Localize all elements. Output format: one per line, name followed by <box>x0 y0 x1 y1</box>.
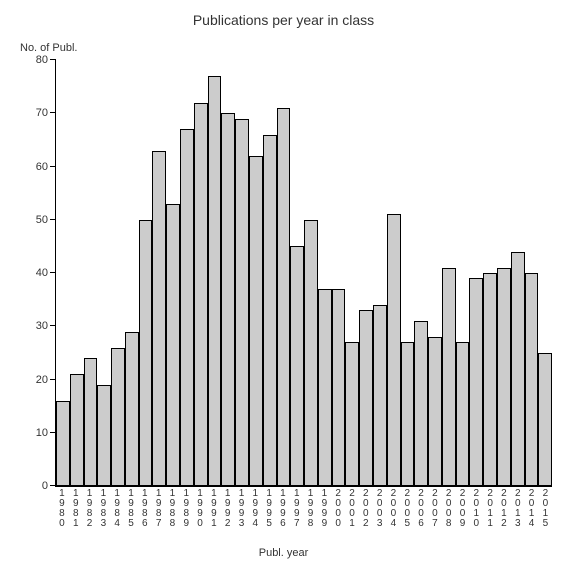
x-tick-label: 1994 <box>248 489 262 537</box>
bar <box>387 214 401 486</box>
y-tick <box>50 485 56 486</box>
bar <box>249 156 263 486</box>
y-tick <box>50 325 56 326</box>
x-tick-label: 1990 <box>193 489 207 537</box>
y-tick-label: 50 <box>36 214 48 226</box>
y-tick-label: 60 <box>36 161 48 173</box>
y-tick-label: 10 <box>36 427 48 439</box>
y-tick <box>50 379 56 380</box>
x-tick-label: 1982 <box>83 489 97 537</box>
x-tick-label: 2012 <box>497 489 511 537</box>
x-tick-label: 1998 <box>304 489 318 537</box>
x-tick-label: 2008 <box>442 489 456 537</box>
y-tick <box>50 112 56 113</box>
bar <box>180 129 194 486</box>
bar <box>125 332 139 486</box>
y-tick-label: 70 <box>36 107 48 119</box>
x-tick-label: 2005 <box>400 489 414 537</box>
x-tick-label: 1989 <box>179 489 193 537</box>
chart-title: Publications per year in class <box>0 12 567 28</box>
bar <box>428 337 442 486</box>
x-tick-label: 2013 <box>511 489 525 537</box>
chart-container: Publications per year in class No. of Pu… <box>0 0 567 567</box>
bar <box>97 385 111 486</box>
x-tick-label: 2010 <box>469 489 483 537</box>
bar <box>139 220 153 486</box>
bar <box>277 108 291 486</box>
x-tick-label: 2004 <box>387 489 401 537</box>
bar <box>414 321 428 486</box>
x-tick-label: 2000 <box>331 489 345 537</box>
bar <box>290 246 304 486</box>
bar <box>442 268 456 486</box>
x-tick-label: 1984 <box>110 489 124 537</box>
bar <box>511 252 525 486</box>
y-tick-label: 40 <box>36 267 48 279</box>
bar <box>152 151 166 486</box>
bar <box>359 310 373 486</box>
x-tick-label: 2006 <box>414 489 428 537</box>
x-tick-label: 1988 <box>166 489 180 537</box>
bars-wrap <box>56 60 552 486</box>
y-tick-label: 80 <box>36 54 48 66</box>
bar <box>70 374 84 486</box>
bar <box>345 342 359 486</box>
y-tick <box>50 59 56 60</box>
bar <box>538 353 552 486</box>
x-tick-label: 1986 <box>138 489 152 537</box>
bar <box>373 305 387 486</box>
x-tick-label: 1995 <box>262 489 276 537</box>
x-tick-label: 1999 <box>317 489 331 537</box>
bar <box>469 278 483 486</box>
bar <box>263 135 277 486</box>
bar <box>221 113 235 486</box>
x-tick-label: 1983 <box>96 489 110 537</box>
x-tick-label: 2001 <box>345 489 359 537</box>
x-tick-label: 2003 <box>373 489 387 537</box>
x-tick-labels: 1980198119821983198419851986198719881989… <box>55 489 552 537</box>
x-tick-label: 1996 <box>276 489 290 537</box>
bar <box>332 289 346 486</box>
x-tick-label: 1981 <box>69 489 83 537</box>
x-tick-label: 1997 <box>290 489 304 537</box>
bar <box>456 342 470 486</box>
x-tick-label: 2002 <box>359 489 373 537</box>
bar <box>194 103 208 486</box>
bar <box>208 76 222 486</box>
x-tick-label: 1987 <box>152 489 166 537</box>
y-tick <box>50 166 56 167</box>
x-tick-label: 2014 <box>525 489 539 537</box>
bar <box>483 273 497 486</box>
x-tick-label: 2015 <box>538 489 552 537</box>
bar <box>497 268 511 486</box>
bar <box>166 204 180 486</box>
x-tick-label: 2011 <box>483 489 497 537</box>
bar <box>235 119 249 486</box>
x-tick-label: 1992 <box>221 489 235 537</box>
x-tick-label: 1993 <box>235 489 249 537</box>
y-tick-label: 30 <box>36 320 48 332</box>
y-tick <box>50 219 56 220</box>
bar <box>525 273 539 486</box>
x-tick-label: 2007 <box>428 489 442 537</box>
bar <box>401 342 415 486</box>
bar <box>56 401 70 486</box>
bar <box>111 348 125 486</box>
y-tick-label: 20 <box>36 374 48 386</box>
bar <box>304 220 318 486</box>
plot-area: 01020304050607080 <box>55 60 552 487</box>
y-axis-title: No. of Publ. <box>20 42 77 54</box>
bar <box>84 358 98 486</box>
y-tick <box>50 272 56 273</box>
x-tick-label: 2009 <box>456 489 470 537</box>
x-tick-label: 1991 <box>207 489 221 537</box>
x-axis-title: Publ. year <box>0 547 567 559</box>
y-tick-label: 0 <box>42 480 48 492</box>
bar <box>318 289 332 486</box>
x-tick-label: 1980 <box>55 489 69 537</box>
x-tick-label: 1985 <box>124 489 138 537</box>
y-tick <box>50 432 56 433</box>
